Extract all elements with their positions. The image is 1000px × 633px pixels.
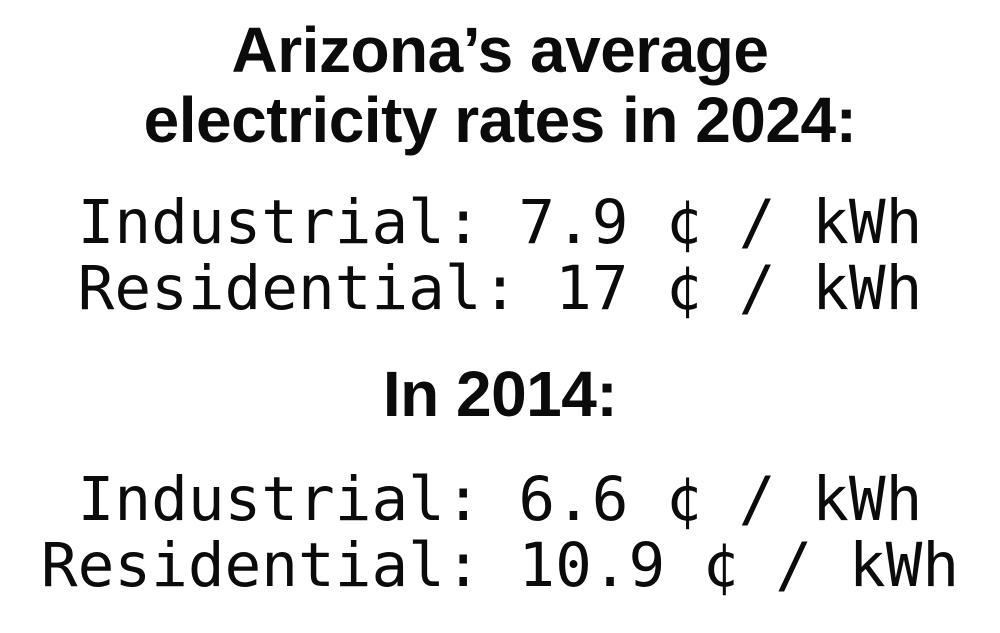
rate-2014-residential: Residential: 10.9 ¢ / kWh bbox=[40, 530, 960, 601]
rate-2024-residential: Residential: 17 ¢ / kWh bbox=[77, 253, 923, 324]
title-2024-line-1: Arizona’s average bbox=[231, 14, 769, 86]
title-2014: In 2014: bbox=[382, 358, 618, 430]
title-2024-line-2: electricity rates in 2024: bbox=[143, 84, 857, 156]
rate-2024-industrial: Industrial: 7.9 ¢ / kWh bbox=[77, 187, 923, 258]
rate-2014-industrial: Industrial: 6.6 ¢ / kWh bbox=[77, 464, 923, 535]
rates-2014-block: Industrial: 6.6 ¢ / kWh Residential: 10.… bbox=[41, 467, 959, 599]
title-2024: Arizona’s average electricity rates in 2… bbox=[144, 15, 857, 155]
rates-2024-block: Industrial: 7.9 ¢ / kWh Residential: 17 … bbox=[78, 190, 923, 322]
